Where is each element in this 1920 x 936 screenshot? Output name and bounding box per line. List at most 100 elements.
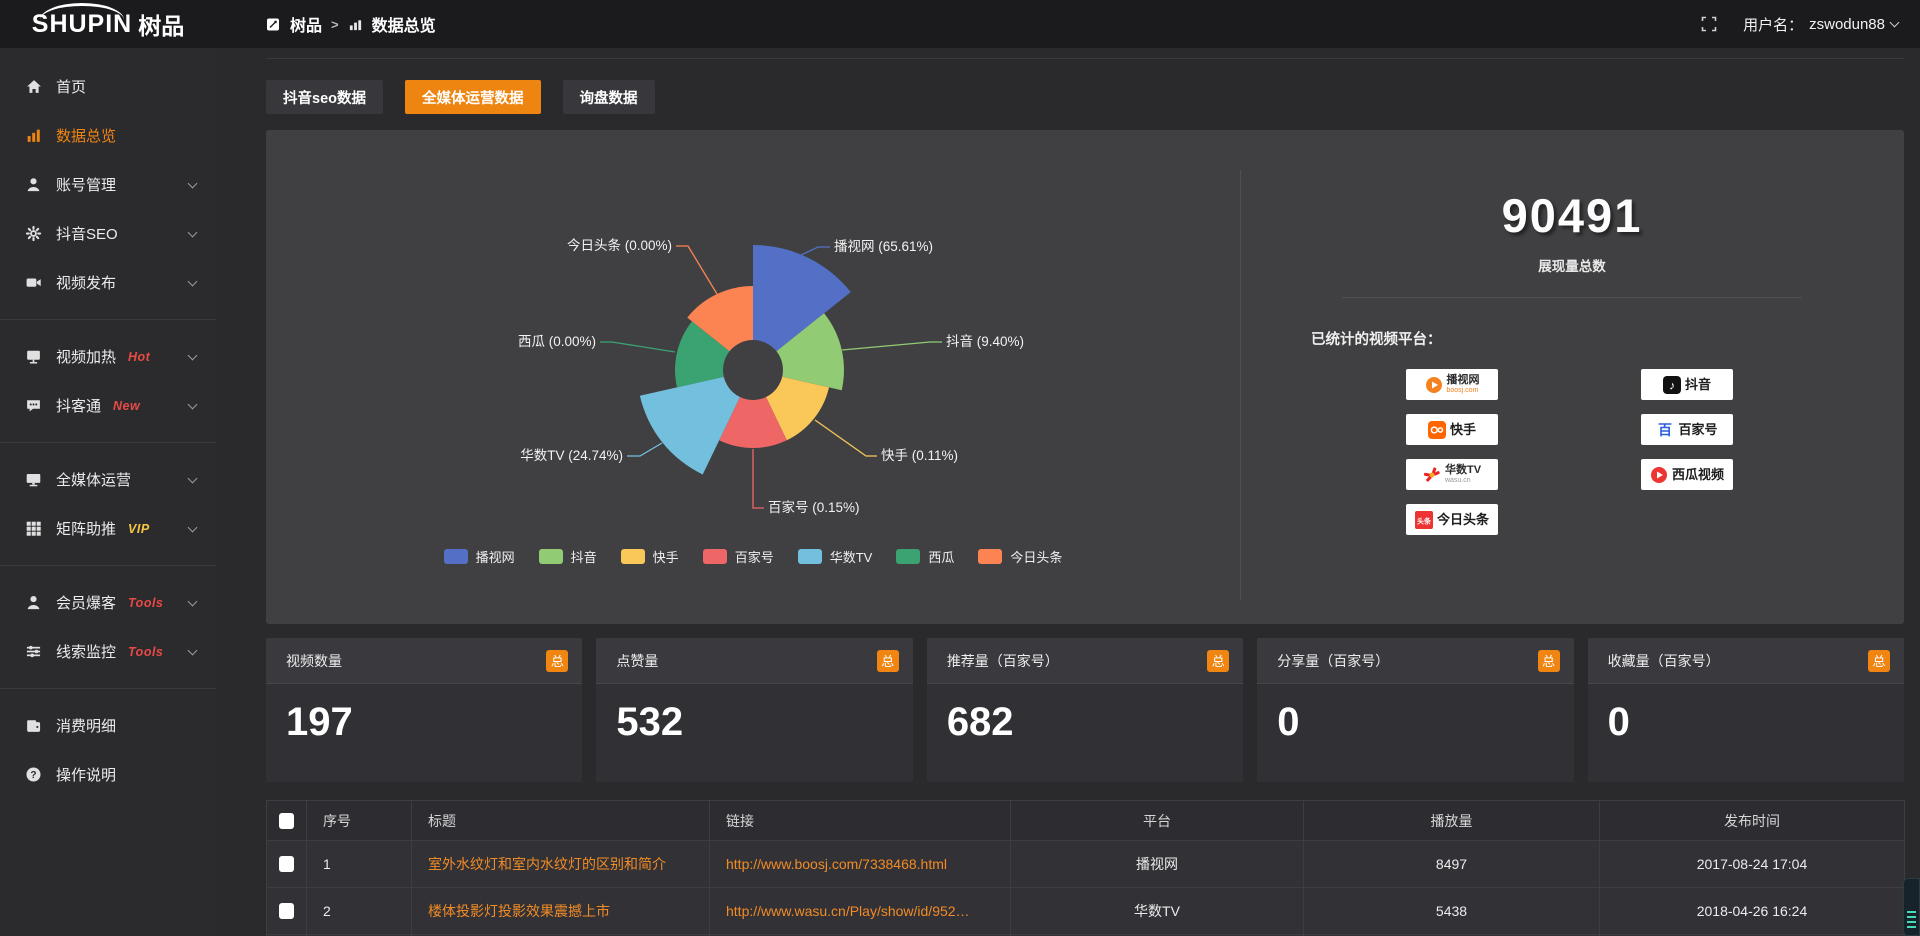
stat-card-2: 推荐量（百家号） 总 682: [926, 638, 1244, 782]
summary-column: 90491 展现量总数 已统计的视频平台： 播视网 boosj.com 快手 华数…: [1240, 170, 1903, 600]
floating-helper-widget[interactable]: [1903, 878, 1920, 936]
video-url-link[interactable]: http://www.boosj.com/7338468.html: [726, 856, 948, 872]
pie-slice-西瓜[interactable]: [675, 321, 730, 388]
legend-item-抖音[interactable]: 抖音: [538, 547, 597, 566]
bar-chart-icon: [25, 127, 42, 144]
stat-card-1: 点赞量 总 532: [596, 638, 913, 782]
legend-item-播视网[interactable]: 播视网: [443, 547, 515, 566]
legend-swatch: [797, 549, 822, 564]
pie-label-line: [676, 245, 718, 295]
chevron-down-icon: [187, 227, 198, 237]
username-label: 用户名：: [1743, 16, 1804, 34]
pie-slice-百家号[interactable]: [719, 397, 787, 449]
sidebar-item-16[interactable]: ? 操作说明: [0, 750, 216, 799]
stat-card-value: 682: [946, 700, 1014, 744]
fullscreen-icon[interactable]: [1701, 16, 1717, 32]
summary-divider: [1342, 297, 1802, 298]
sidebar: 首页 数据总览 账号管理 抖音SEO 视频发布 视频加热 Hot 抖客通 New…: [0, 48, 216, 936]
row-checkbox[interactable]: [279, 856, 294, 872]
monitor-icon: [25, 471, 42, 488]
pie-label-line: [841, 341, 942, 351]
legend-swatch: [978, 549, 1003, 564]
sidebar-item-3[interactable]: 抖音SEO: [0, 209, 216, 258]
stat-card-3: 分享量（百家号） 总 0: [1257, 638, 1574, 782]
sidebar-item-label: 矩阵助推: [56, 521, 117, 538]
cell-no: 2: [306, 887, 412, 935]
kuaishou-icon: [1427, 420, 1446, 439]
chevron-down-icon: [187, 399, 198, 409]
video-title-link[interactable]: 楼体投影灯投影效果震撼上市: [428, 903, 610, 919]
help-icon: ?: [25, 766, 42, 783]
breadcrumb-current[interactable]: 数据总览: [371, 18, 436, 35]
platform-badge-百家号[interactable]: 百百家号: [1641, 414, 1733, 445]
legend-item-百家号[interactable]: 百家号: [702, 547, 774, 566]
breadcrumb-root[interactable]: 树品: [290, 18, 323, 35]
platform-badge-抖音[interactable]: ♪ 抖音: [1641, 369, 1733, 400]
sidebar-item-10[interactable]: 矩阵助推 VIP: [0, 504, 216, 553]
platform-name: 快手: [1449, 422, 1476, 437]
sidebar-item-13[interactable]: 线索监控 Tools: [0, 627, 216, 676]
sidebar-item-2[interactable]: 账号管理: [0, 160, 216, 209]
cell-plays: 8497: [1303, 840, 1600, 888]
platform-subtext: boosj.com: [1446, 386, 1479, 394]
platform-badge-西瓜视频[interactable]: 西瓜视频: [1641, 459, 1733, 490]
pie-label: 播视网 (65.61%): [834, 239, 933, 254]
pie-slice-播视网[interactable]: [753, 245, 851, 352]
video-title-link[interactable]: 室外水纹灯和室内水纹灯的区别和简介: [428, 856, 666, 872]
user-menu[interactable]: 用户名： zswodun88: [1743, 14, 1900, 35]
pie-label-line: [600, 341, 676, 353]
platform-badge-播视网[interactable]: 播视网 boosj.com: [1406, 369, 1498, 400]
cell-platform: 华数TV: [1010, 887, 1304, 935]
tab-2[interactable]: 询盘数据: [562, 80, 655, 114]
videos-table: 序号 标题 链接 平台 播放量 发布时间 1 室外水纹灯和室内水纹灯的区别和简介…: [266, 800, 1905, 936]
select-all-checkbox[interactable]: [279, 812, 294, 829]
sidebar-item-0[interactable]: 首页: [0, 62, 216, 111]
table-row-clipped: [266, 934, 1905, 936]
pie-label: 快手 (0.11%): [881, 448, 958, 463]
impressions-total-value: 90491: [1501, 189, 1643, 242]
sidebar-item-6[interactable]: 视频加热 Hot: [0, 332, 216, 381]
sidebar-item-15[interactable]: 消费明细: [0, 701, 216, 750]
cell-platform: 播视网: [1010, 840, 1304, 888]
breadcrumb-separator: >: [331, 16, 339, 32]
pie-label-line: [752, 449, 764, 509]
video-url-link[interactable]: http://www.wasu.cn/Play/show/id/952…: [726, 903, 970, 919]
legend-item-华数TV[interactable]: 华数TV: [797, 547, 873, 566]
sidebar-item-9[interactable]: 全媒体运营: [0, 455, 216, 504]
stat-card-label: 推荐量（百家号）: [946, 652, 1059, 669]
chevron-down-icon: [187, 178, 198, 188]
platform-badge-华数TV[interactable]: 华数TV wasu.cn: [1406, 459, 1498, 490]
stat-card-4: 收藏量（百家号） 总 0: [1587, 638, 1905, 782]
row-checkbox[interactable]: [279, 903, 294, 919]
tab-0[interactable]: 抖音seo数据: [266, 80, 383, 114]
pie-label: 今日头条 (0.00%): [567, 237, 672, 253]
legend-label: 华数TV: [829, 550, 873, 565]
sidebar-item-4[interactable]: 视频发布: [0, 258, 216, 307]
cell-time: 2017-08-24 17:04: [1599, 840, 1905, 888]
select-all-header: [266, 800, 307, 841]
stat-card-label: 收藏量（百家号）: [1607, 652, 1720, 669]
impressions-total-label: 展现量总数: [1538, 259, 1606, 274]
pie-slice-快手[interactable]: [766, 376, 829, 441]
stat-card-value: 0: [1277, 700, 1300, 744]
legend-item-快手[interactable]: 快手: [620, 547, 679, 566]
tab-1[interactable]: 全媒体运营数据: [405, 80, 541, 114]
platform-badge-快手[interactable]: 快手: [1406, 414, 1498, 445]
sidebar-item-tag: Hot: [128, 349, 151, 364]
breadcrumb: 树品 > 数据总览: [266, 12, 436, 36]
sidebar-item-1[interactable]: 数据总览: [0, 111, 216, 160]
sidebar-item-12[interactable]: 会员爆客 Tools: [0, 578, 216, 627]
pie-slice-抖音[interactable]: [776, 313, 844, 391]
legend-swatch: [702, 549, 727, 564]
legend-item-西瓜[interactable]: 西瓜: [896, 547, 954, 566]
pie-slice-华数TV[interactable]: [639, 376, 740, 475]
legend-swatch: [896, 549, 921, 564]
platform-badge-今日头条[interactable]: 头条 今日头条: [1406, 504, 1498, 535]
sidebar-item-7[interactable]: 抖客通 New: [0, 381, 216, 430]
legend-item-今日头条[interactable]: 今日头条: [978, 547, 1062, 566]
svg-text:头条: 头条: [1417, 516, 1432, 525]
table-row: 2 楼体投影灯投影效果震撼上市 http://www.wasu.cn/Play/…: [266, 887, 1905, 935]
pie-slice-今日头条[interactable]: [687, 286, 753, 352]
stat-card-value: 0: [1607, 700, 1630, 744]
sidebar-item-label: 账号管理: [56, 177, 117, 194]
